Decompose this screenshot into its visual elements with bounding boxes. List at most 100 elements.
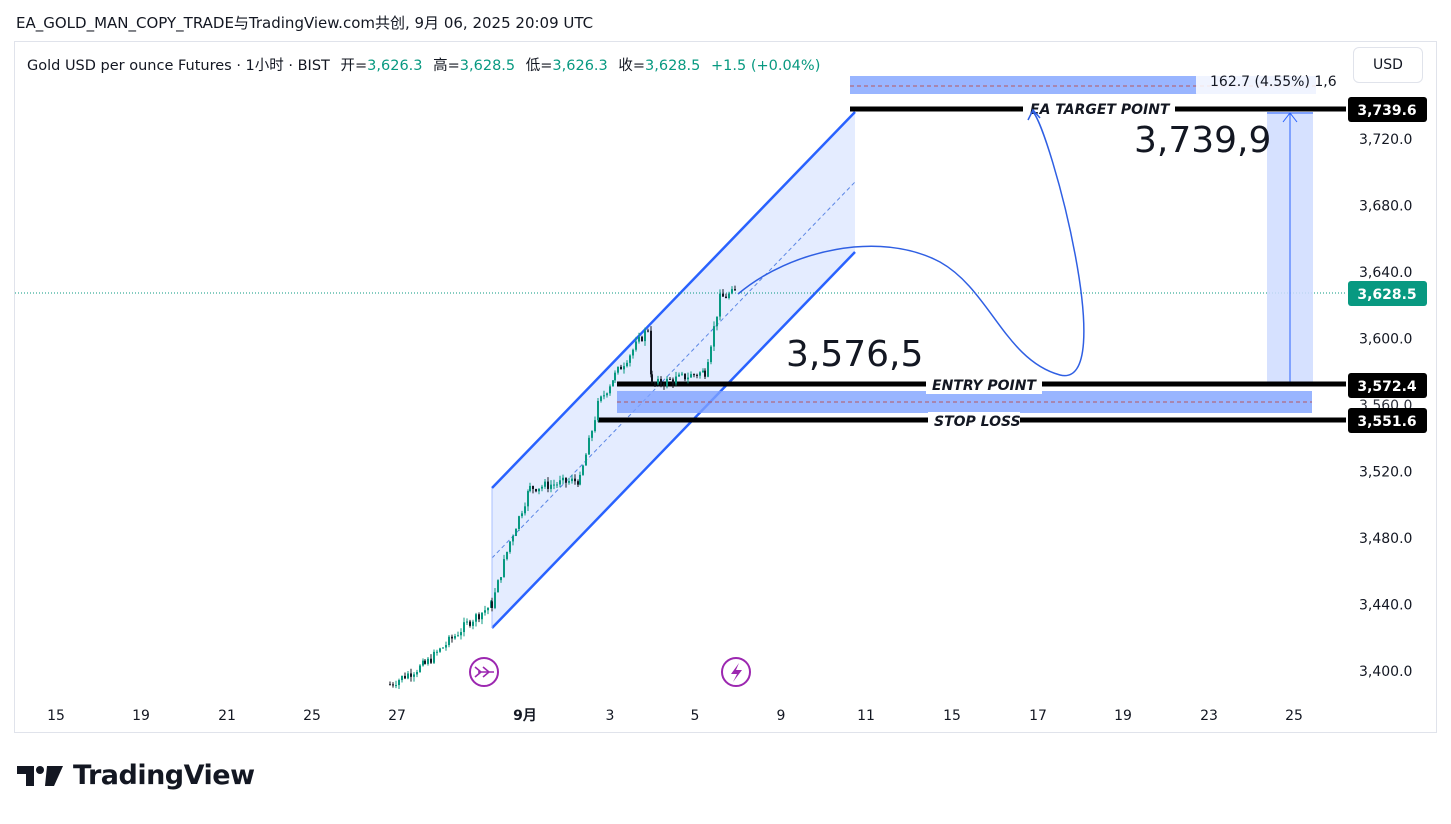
candle-up[interactable] bbox=[588, 437, 590, 455]
candle-up[interactable] bbox=[582, 465, 584, 475]
candle-up[interactable] bbox=[594, 420, 596, 432]
candle-down[interactable] bbox=[641, 336, 643, 342]
candle-up[interactable] bbox=[512, 536, 514, 542]
candle-up[interactable] bbox=[702, 370, 704, 373]
candle-up[interactable] bbox=[407, 673, 409, 679]
candle-up[interactable] bbox=[713, 326, 715, 347]
candle-down[interactable] bbox=[650, 330, 652, 375]
candle-up[interactable] bbox=[422, 660, 424, 666]
candle-up[interactable] bbox=[544, 481, 546, 487]
candle-up[interactable] bbox=[494, 592, 496, 608]
candle-down[interactable] bbox=[469, 621, 471, 626]
candle-up[interactable] bbox=[559, 480, 561, 485]
candle-up[interactable] bbox=[657, 378, 659, 384]
candle-down[interactable] bbox=[660, 378, 662, 385]
candle-up[interactable] bbox=[614, 372, 616, 381]
candle-up[interactable] bbox=[538, 488, 540, 492]
candle-down[interactable] bbox=[574, 478, 576, 482]
candle-up[interactable] bbox=[681, 373, 683, 375]
candle-up[interactable] bbox=[398, 680, 400, 686]
entry-note[interactable]: 3,576,5 bbox=[786, 334, 923, 375]
candle-up[interactable] bbox=[527, 491, 529, 507]
candle-down[interactable] bbox=[532, 485, 534, 490]
candle-down[interactable] bbox=[547, 481, 549, 489]
candle-up[interactable] bbox=[463, 622, 465, 633]
candle-up[interactable] bbox=[612, 380, 614, 387]
candle-up[interactable] bbox=[550, 484, 552, 489]
candle-up[interactable] bbox=[484, 610, 486, 613]
candle-up[interactable] bbox=[629, 355, 631, 363]
candle-down[interactable] bbox=[647, 330, 649, 332]
candle-up[interactable] bbox=[707, 362, 709, 377]
candle-up[interactable] bbox=[632, 349, 634, 356]
candle-up[interactable] bbox=[413, 674, 415, 677]
candle-down[interactable] bbox=[389, 684, 391, 686]
candle-up[interactable] bbox=[728, 293, 730, 299]
candle-down[interactable] bbox=[620, 366, 622, 370]
candle-up[interactable] bbox=[475, 614, 477, 622]
target-note[interactable]: 3,739,9 bbox=[1134, 120, 1271, 161]
candle-down[interactable] bbox=[478, 614, 480, 620]
candle-up[interactable] bbox=[457, 635, 459, 637]
candle-down[interactable] bbox=[672, 379, 674, 384]
candle-up[interactable] bbox=[716, 316, 718, 327]
candle-up[interactable] bbox=[731, 289, 733, 294]
candle-up[interactable] bbox=[585, 454, 587, 466]
candle-up[interactable] bbox=[401, 675, 403, 681]
candle-up[interactable] bbox=[416, 672, 418, 675]
candle-up[interactable] bbox=[675, 376, 677, 384]
candle-up[interactable] bbox=[442, 647, 444, 649]
candle-up[interactable] bbox=[448, 636, 450, 646]
candle-down[interactable] bbox=[669, 378, 671, 380]
candle-down[interactable] bbox=[722, 293, 724, 297]
candle-up[interactable] bbox=[666, 378, 668, 386]
candle-up[interactable] bbox=[635, 341, 637, 350]
candle-down[interactable] bbox=[734, 289, 736, 291]
candle-up[interactable] bbox=[521, 513, 523, 517]
candle-down[interactable] bbox=[684, 373, 686, 380]
candle-up[interactable] bbox=[638, 336, 640, 342]
candle-up[interactable] bbox=[460, 632, 462, 636]
candle-up[interactable] bbox=[481, 612, 483, 620]
candle-up[interactable] bbox=[603, 395, 605, 397]
candle-up[interactable] bbox=[687, 377, 689, 380]
candle-down[interactable] bbox=[577, 481, 579, 485]
currency-button[interactable]: USD bbox=[1353, 47, 1423, 83]
candle-up[interactable] bbox=[591, 431, 593, 438]
candle-down[interactable] bbox=[491, 601, 493, 608]
candle-up[interactable] bbox=[699, 372, 701, 376]
candle-up[interactable] bbox=[529, 485, 531, 492]
candle-up[interactable] bbox=[719, 293, 721, 317]
candle-up[interactable] bbox=[541, 486, 543, 489]
candle-up[interactable] bbox=[617, 366, 619, 373]
candle-up[interactable] bbox=[436, 651, 438, 653]
candle-down[interactable] bbox=[654, 382, 656, 384]
candle-down[interactable] bbox=[696, 374, 698, 376]
candle-up[interactable] bbox=[515, 528, 517, 537]
candle-up[interactable] bbox=[524, 506, 526, 514]
symbol-legend[interactable]: Gold USD per ounce Futures · 1小时 · BIST … bbox=[27, 54, 820, 75]
candle-up[interactable] bbox=[644, 330, 646, 342]
candle-up[interactable] bbox=[433, 651, 435, 663]
candle-up[interactable] bbox=[472, 621, 474, 626]
candle-down[interactable] bbox=[392, 684, 394, 686]
candle-up[interactable] bbox=[518, 516, 520, 529]
channel-lower-line[interactable] bbox=[491, 251, 856, 629]
candle-up[interactable] bbox=[571, 478, 573, 482]
x-axis[interactable]: 15 19 21 25 27 9月 3 5 9 11 15 17 19 23 25 bbox=[47, 708, 1303, 724]
candle-up[interactable] bbox=[600, 396, 602, 401]
candle-up[interactable] bbox=[606, 393, 608, 396]
candle-up[interactable] bbox=[445, 645, 447, 648]
candle-up[interactable] bbox=[427, 658, 429, 664]
candle-up[interactable] bbox=[562, 477, 564, 481]
candle-down[interactable] bbox=[404, 675, 406, 679]
candle-down[interactable] bbox=[725, 296, 727, 299]
candle-down[interactable] bbox=[651, 374, 653, 383]
candle-down[interactable] bbox=[704, 370, 706, 377]
candle-down[interactable] bbox=[451, 636, 453, 639]
candle-up[interactable] bbox=[487, 607, 489, 611]
candle-up[interactable] bbox=[466, 621, 468, 623]
candle-up[interactable] bbox=[579, 474, 581, 485]
candle-up[interactable] bbox=[395, 685, 397, 687]
